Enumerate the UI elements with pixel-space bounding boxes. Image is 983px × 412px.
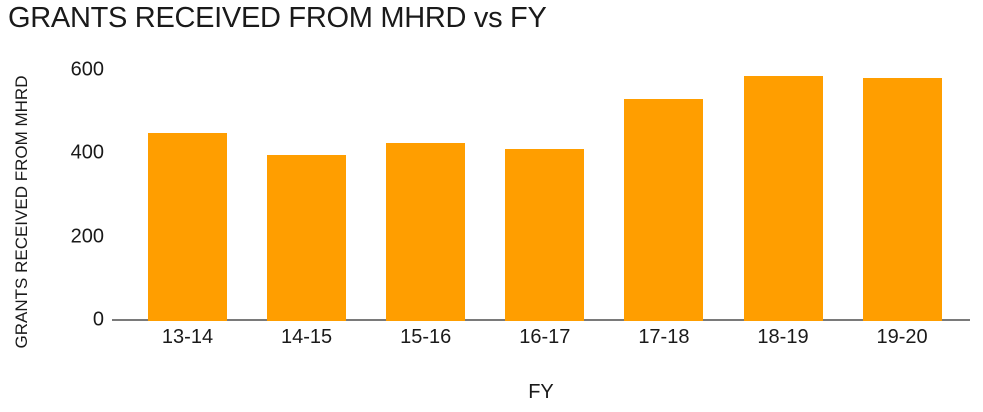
y-tick-label: 200 bbox=[70, 225, 104, 248]
x-tick-label: 15-16 bbox=[400, 326, 452, 348]
y-tick-label: 600 bbox=[70, 58, 104, 81]
y-tick-label: 0 bbox=[92, 308, 104, 331]
bar bbox=[386, 142, 466, 321]
x-tick-label: 17-18 bbox=[638, 326, 690, 348]
bar bbox=[862, 78, 942, 321]
bar bbox=[624, 99, 704, 321]
x-tick-label: 13-14 bbox=[161, 326, 214, 348]
y-tick-label: 400 bbox=[70, 141, 104, 164]
x-tick-label: 16-17 bbox=[519, 326, 571, 348]
chart-title: GRANTS RECEIVED FROM MHRD vs FY bbox=[8, 2, 547, 34]
x-tick-label: 19-20 bbox=[876, 326, 928, 348]
x-axis-label: FY bbox=[528, 381, 554, 403]
x-tick-label: 18-19 bbox=[757, 326, 809, 348]
bar bbox=[148, 132, 227, 321]
bar bbox=[267, 155, 347, 321]
y-axis-ticks: 0 200 400 600 bbox=[0, 0, 104, 412]
bar bbox=[743, 76, 823, 321]
bar bbox=[505, 149, 585, 321]
x-tick-label: 14-15 bbox=[281, 326, 333, 348]
